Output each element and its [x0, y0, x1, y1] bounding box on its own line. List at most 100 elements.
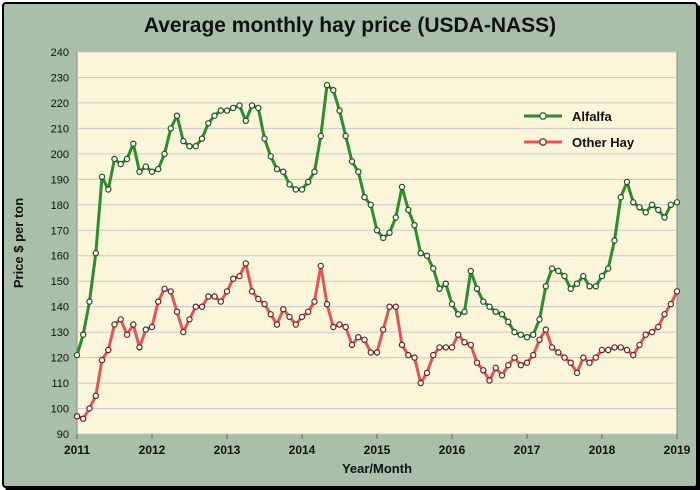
- data-point-other-hay: [92, 392, 100, 399]
- data-point-alfalfa: [267, 153, 274, 160]
- data-point-other-hay: [173, 308, 181, 315]
- data-point-other-hay: [611, 344, 618, 351]
- data-point-alfalfa: [330, 86, 337, 94]
- y-tick-label: 230: [51, 72, 69, 84]
- data-point-alfalfa: [305, 178, 312, 186]
- data-point-alfalfa: [523, 334, 531, 341]
- data-point-alfalfa: [348, 158, 356, 165]
- data-point-alfalfa: [598, 272, 606, 280]
- data-point-alfalfa: [642, 209, 649, 216]
- data-point-other-hay: [423, 369, 431, 377]
- data-point-alfalfa: [561, 272, 568, 280]
- data-point-other-hay: [442, 344, 449, 351]
- data-point-other-hay: [292, 321, 299, 328]
- y-tick-label: 180: [51, 200, 69, 212]
- data-point-other-hay: [111, 321, 118, 328]
- y-axis-label: Price $ per ton: [11, 198, 26, 288]
- data-point-other-hay: [86, 405, 93, 412]
- data-point-alfalfa: [592, 283, 600, 290]
- data-point-other-hay: [448, 344, 456, 351]
- data-point-other-hay: [298, 313, 306, 321]
- data-point-alfalfa: [117, 160, 124, 168]
- data-point-alfalfa: [205, 120, 212, 127]
- data-point-alfalfa: [611, 237, 618, 244]
- data-point-alfalfa: [380, 234, 387, 242]
- data-point-other-hay: [411, 354, 418, 361]
- data-point-other-hay: [305, 308, 312, 315]
- x-axis-label: Year/Month: [342, 461, 412, 476]
- y-tick-labels: 90 100 110 120 130 140 150 160 170 180 190 200 210 22…: [51, 47, 69, 441]
- data-point-alfalfa: [180, 137, 187, 145]
- data-point-other-hay: [73, 413, 81, 420]
- y-tick-label: 150: [51, 276, 69, 288]
- data-point-other-hay: [361, 336, 368, 343]
- data-point-other-hay: [280, 306, 287, 313]
- data-point-alfalfa: [517, 331, 525, 338]
- data-point-alfalfa: [511, 328, 518, 336]
- data-point-alfalfa: [636, 204, 643, 211]
- legend-marker-alfalfa: [539, 112, 547, 120]
- data-point-other-hay: [186, 316, 193, 323]
- data-point-other-hay: [580, 354, 587, 361]
- data-point-other-hay: [323, 300, 331, 308]
- data-point-other-hay: [417, 379, 424, 387]
- data-point-alfalfa: [136, 168, 143, 175]
- data-point-other-hay: [229, 275, 237, 282]
- data-point-alfalfa: [405, 206, 412, 214]
- data-point-alfalfa: [467, 267, 474, 275]
- x-tick-label: 2012: [139, 443, 166, 457]
- y-tick-label: 160: [51, 251, 69, 263]
- data-point-alfalfa: [261, 135, 268, 142]
- data-point-alfalfa: [311, 168, 318, 175]
- y-tick-label: 170: [51, 225, 69, 237]
- y-tick-label: 120: [51, 353, 69, 365]
- data-point-other-hay: [555, 349, 562, 356]
- y-tick-label: 110: [51, 378, 69, 390]
- data-point-alfalfa: [323, 81, 331, 89]
- data-point-alfalfa: [192, 142, 199, 150]
- data-point-alfalfa: [98, 173, 106, 180]
- data-point-other-hay: [330, 323, 337, 331]
- data-point-other-hay: [342, 323, 349, 331]
- data-point-alfalfa: [336, 107, 343, 114]
- data-point-alfalfa: [105, 186, 112, 193]
- data-point-other-hay: [405, 351, 412, 359]
- data-point-alfalfa: [392, 214, 399, 221]
- data-point-alfalfa: [173, 112, 181, 119]
- data-point-alfalfa: [667, 201, 675, 208]
- data-point-other-hay: [161, 285, 168, 292]
- data-point-other-hay: [286, 313, 293, 321]
- data-point-alfalfa: [417, 249, 424, 257]
- data-point-alfalfa: [630, 199, 637, 206]
- data-point-alfalfa: [248, 102, 256, 109]
- data-point-alfalfa: [367, 201, 374, 208]
- data-point-other-hay: [642, 331, 649, 338]
- y-tick-label: 190: [51, 174, 69, 186]
- data-point-other-hay: [117, 316, 124, 323]
- data-point-alfalfa: [223, 107, 231, 114]
- data-point-alfalfa: [298, 186, 306, 193]
- series-layer: [73, 81, 681, 422]
- data-point-other-hay: [355, 334, 362, 341]
- data-point-alfalfa: [605, 265, 612, 272]
- data-point-other-hay: [605, 346, 612, 354]
- data-point-alfalfa: [154, 165, 162, 173]
- data-point-other-hay: [223, 288, 231, 295]
- data-point-alfalfa: [617, 193, 625, 201]
- data-point-alfalfa: [130, 140, 137, 147]
- data-point-alfalfa: [161, 150, 168, 158]
- data-point-other-hay: [548, 344, 556, 351]
- data-point-other-hay: [273, 321, 281, 328]
- data-point-other-hay: [267, 311, 274, 318]
- data-point-alfalfa: [530, 331, 537, 338]
- data-point-other-hay: [536, 336, 543, 343]
- data-point-other-hay: [211, 293, 218, 300]
- data-point-other-hay: [136, 344, 143, 351]
- data-point-alfalfa: [280, 168, 287, 175]
- x-tick-label: 2013: [214, 443, 241, 457]
- x-tick-labels: 2011 2012 2013 2014 2015 2016 2017 2018 2019: [64, 434, 691, 457]
- data-point-other-hay: [142, 326, 149, 333]
- data-point-other-hay: [348, 341, 356, 349]
- data-point-alfalfa: [573, 280, 581, 287]
- data-point-other-hay: [617, 344, 625, 351]
